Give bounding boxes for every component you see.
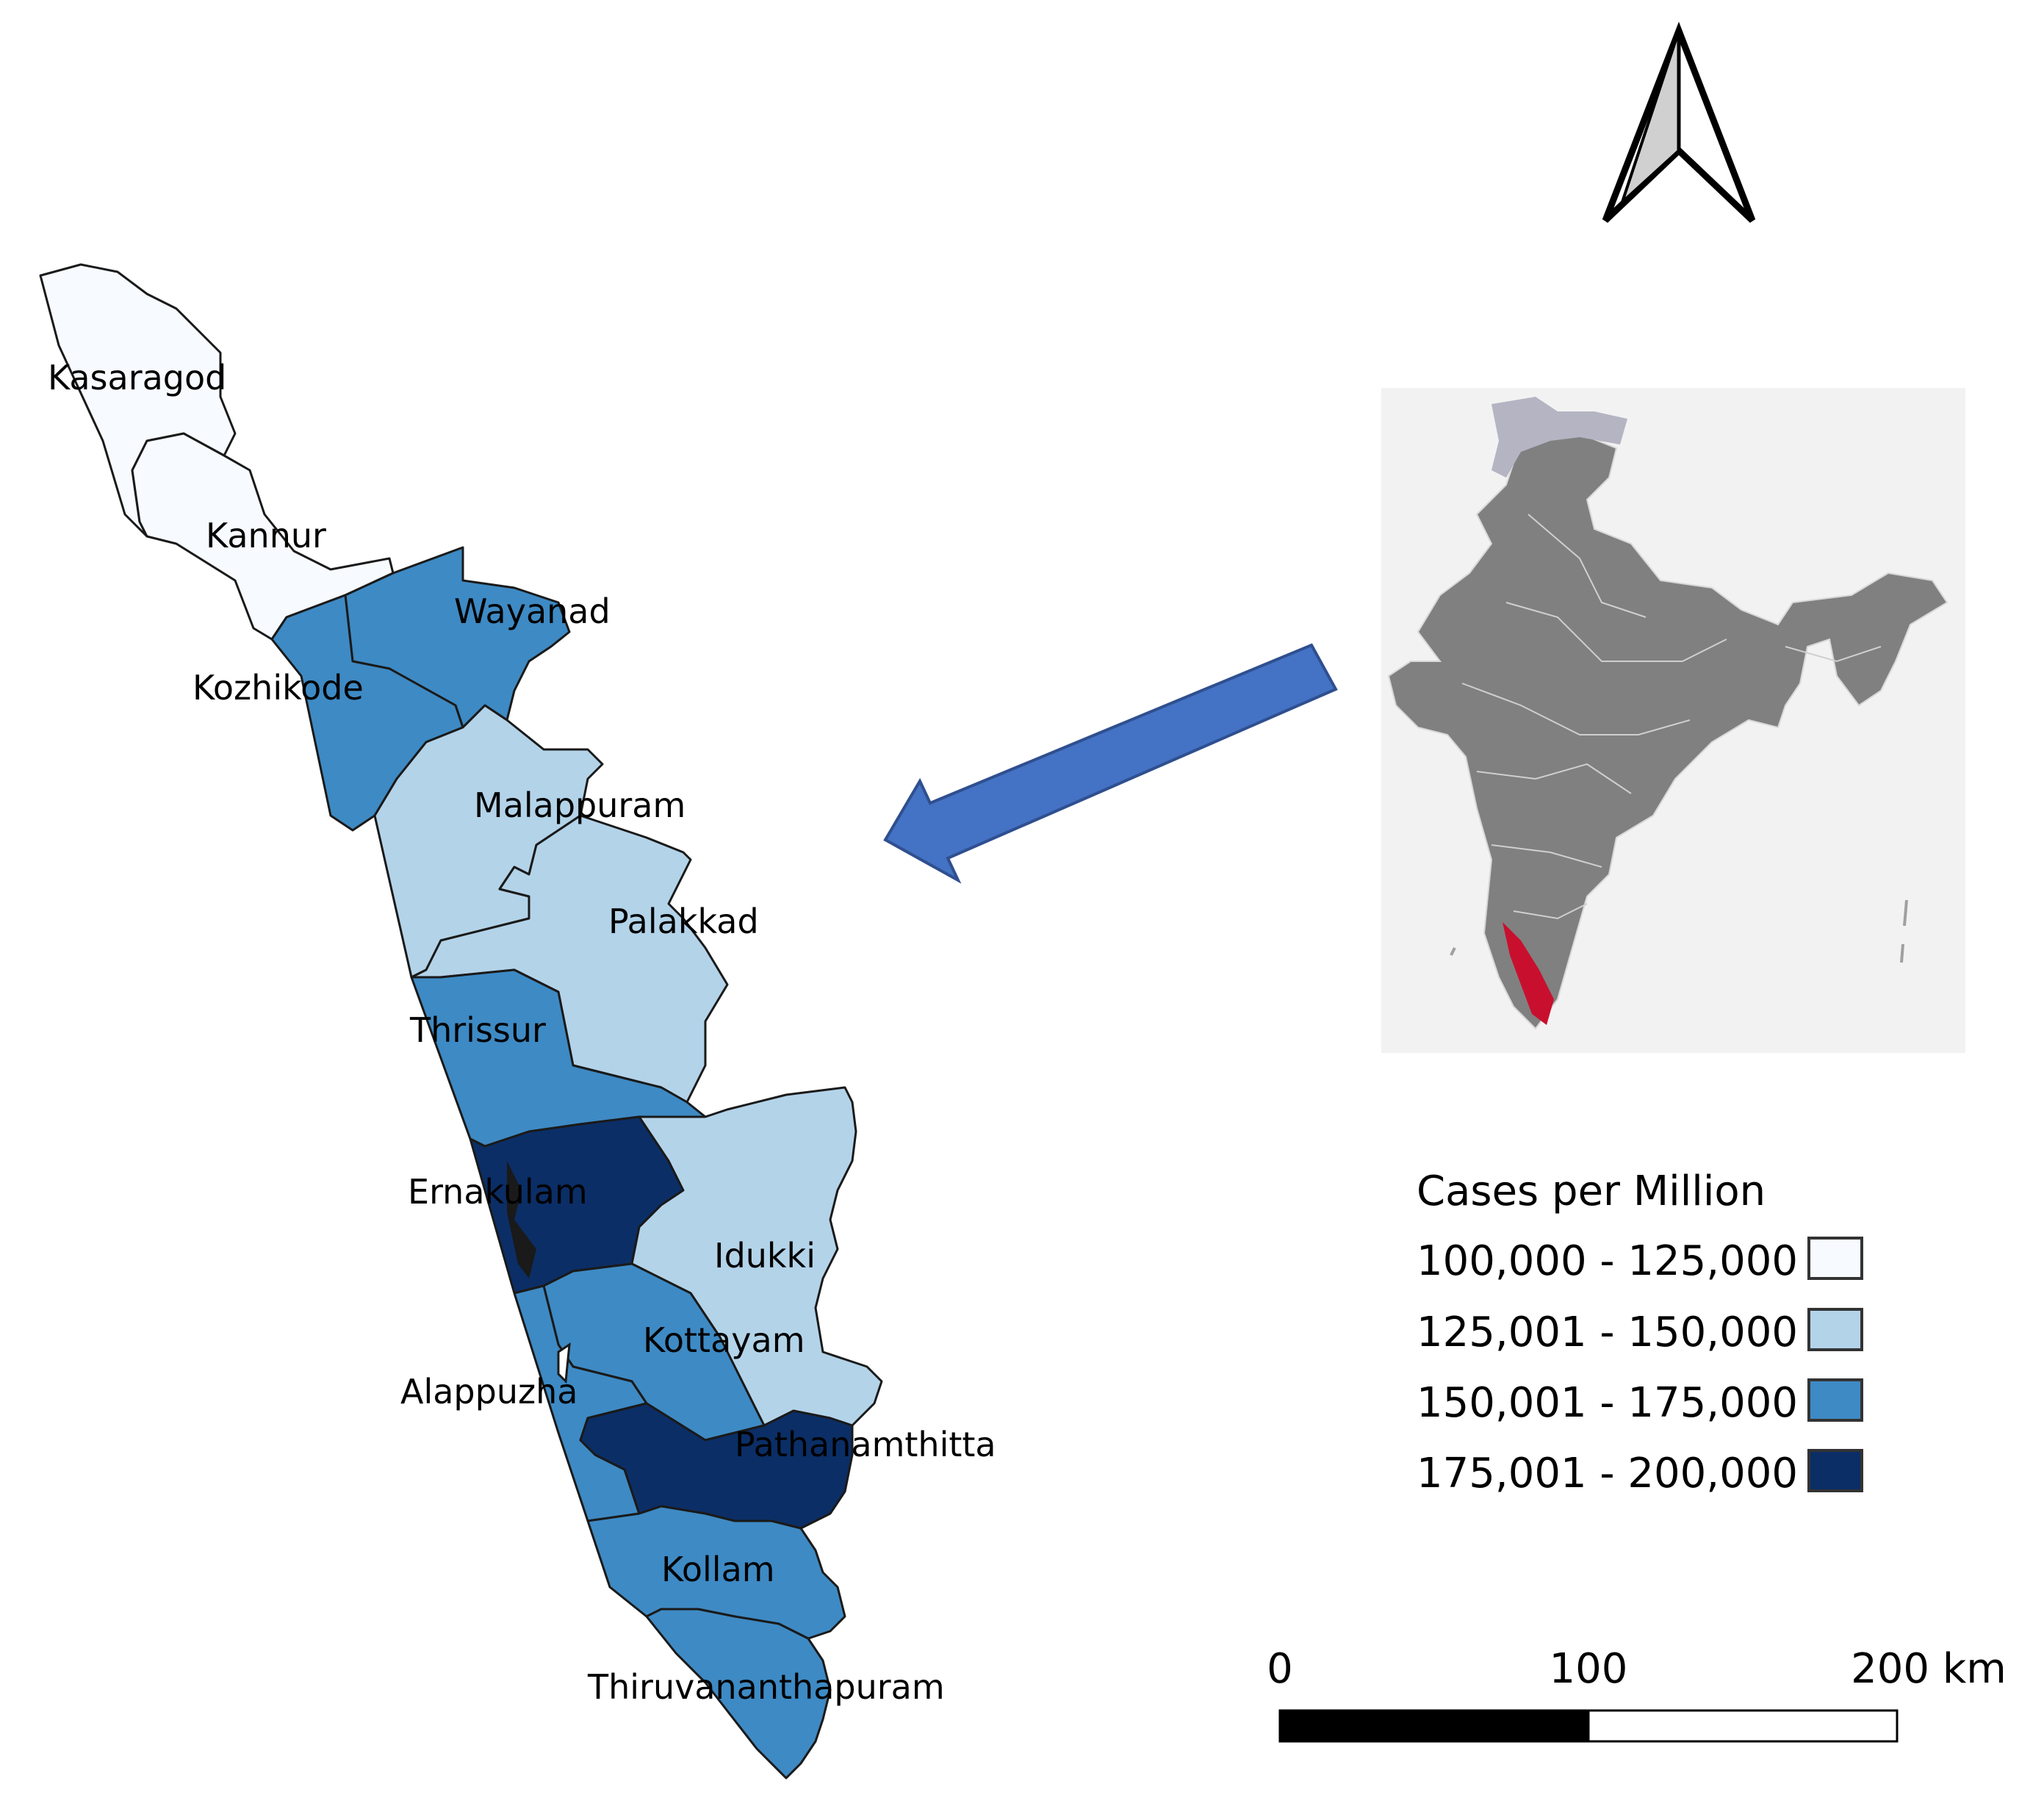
label-kasaragod: Kasaragod [48,358,226,398]
label-palakkad: Palakkad [608,902,759,941]
state-boundaries [1461,514,1882,920]
disputed-region [1491,397,1627,478]
label-kottayam: Kottayam [643,1320,805,1360]
legend-label: 150,001 - 175,000 [1417,1379,1798,1427]
india-inset-map [1381,388,1965,1053]
legend-swatch [1807,1308,1863,1351]
label-thiruvananthapuram: Thiruvananthapuram [587,1667,945,1707]
legend: Cases per Million 100,000 - 125,000 125,… [1417,1168,1863,1497]
scale-label: 0 [1267,1645,1293,1693]
label-malappuram: Malappuram [474,785,685,825]
legend-swatch [1807,1449,1863,1492]
district-idukki [630,1086,883,1442]
kerala-districts [39,263,883,1780]
island-detail [1450,899,1908,963]
label-thrissur: Thrissur [409,1010,546,1050]
label-kozhikode: Kozhikode [192,668,364,708]
north-arrow-icon [1602,21,1756,223]
india-landmass [1387,432,1948,1030]
kerala-highlight [1503,922,1554,1025]
district-labels: Kasaragod Kannur Wayanad Kozhikode Malap… [48,358,996,1707]
legend-label: 100,000 - 125,000 [1417,1237,1798,1285]
label-kollam: Kollam [661,1550,775,1589]
scale-bar: 0 100 200 km [1267,1645,2007,1743]
label-idukki: Idukki [714,1236,816,1276]
label-pathanamthitta: Pathanamthitta [735,1425,996,1464]
label-alappuzha: Alappuzha [400,1372,577,1411]
legend-label: 175,001 - 200,000 [1417,1450,1798,1497]
label-ernakulam: Ernakulam [408,1172,588,1212]
label-kannur: Kannur [206,516,326,555]
scale-bar-white [1587,1709,1899,1743]
scale-label: 100 [1550,1645,1628,1693]
district-pathanamthitta [579,1402,854,1530]
label-wayanad: Wayanad [454,591,611,631]
scale-label: 200 km [1851,1645,2007,1693]
legend-swatch [1807,1237,1863,1280]
backwater-detail [507,1161,536,1278]
district-thiruvananthapuram [645,1608,832,1780]
legend-title: Cases per Million [1417,1168,1766,1215]
block-arrow-icon [883,643,1338,884]
backwater-detail [557,1342,571,1384]
legend-swatch [1807,1378,1863,1422]
scale-bar-black [1278,1709,1590,1743]
legend-label: 125,001 - 150,000 [1417,1309,1798,1356]
